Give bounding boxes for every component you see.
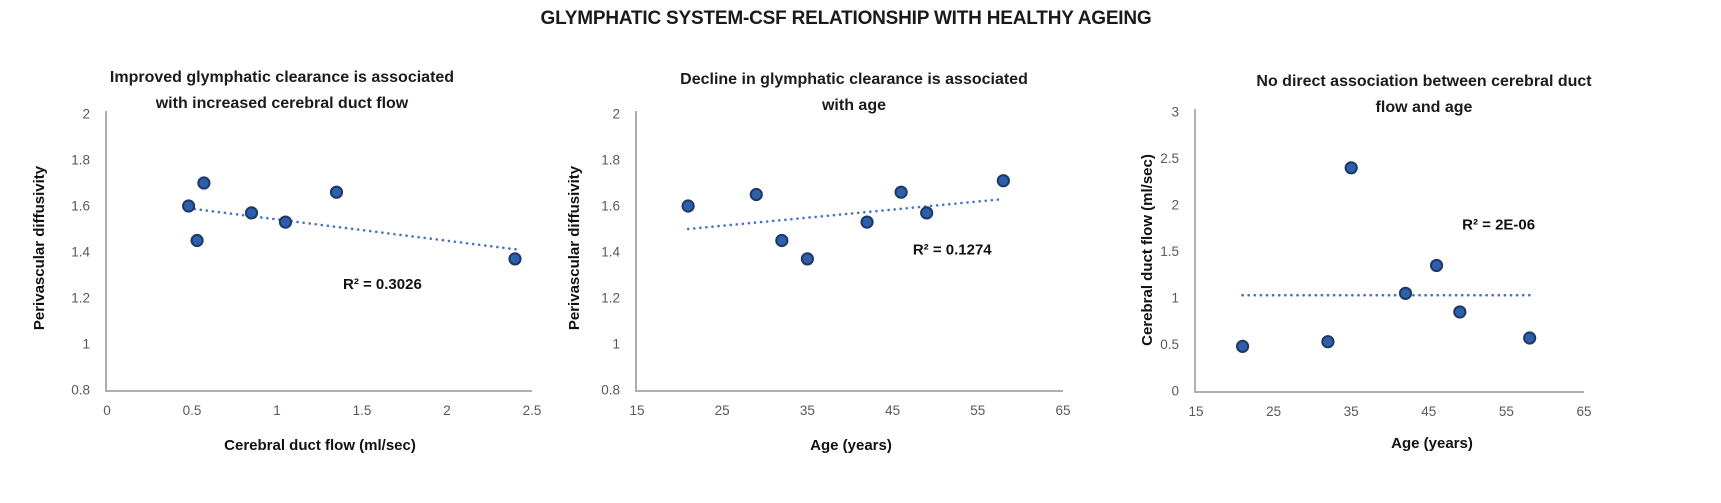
x-tick-label: 55 xyxy=(970,403,985,418)
data-point xyxy=(860,215,874,229)
data-point xyxy=(775,233,789,248)
y-tick-label: 0.5 xyxy=(1160,337,1179,352)
x-tick-label: 65 xyxy=(1055,403,1070,418)
y-tick-label: 1.8 xyxy=(601,153,620,168)
y-tick-label: 1.4 xyxy=(71,245,90,260)
chart-title-line: Decline in glymphatic clearance is assoc… xyxy=(680,71,1028,88)
chart-title-line: flow and age xyxy=(1376,99,1473,116)
y-tick-label: 0.8 xyxy=(71,383,90,398)
y-tick-label: 2 xyxy=(82,107,90,122)
data-point xyxy=(190,233,204,248)
x-tick-label: 1.5 xyxy=(353,403,372,418)
x-tick-label: 45 xyxy=(885,403,900,418)
x-tick-label: 0.5 xyxy=(183,403,202,418)
y-tick-label: 1 xyxy=(1171,291,1179,306)
y-tick-label: 1.2 xyxy=(71,291,90,306)
x-tick-label: 25 xyxy=(715,403,730,418)
x-tick-label: 15 xyxy=(1188,404,1203,419)
data-point xyxy=(278,215,293,229)
chart-title-line: No direct association between cerebral d… xyxy=(1256,73,1592,90)
y-axis-title: Perivascular diffusivity xyxy=(566,165,583,330)
scatter-chart-duct-flow-vs-diffusivity: 0.8 1 1.2 1.4 1.6 1.8 2 0 0.5 1 1.5 2 2.5 R² = 0.3026… xyxy=(31,69,542,454)
data-point xyxy=(1398,286,1413,300)
x-tick-label: 55 xyxy=(1499,404,1514,419)
data-point xyxy=(329,185,344,199)
data-point xyxy=(996,174,1010,188)
trendline xyxy=(686,197,1005,231)
chart-title-line: Improved glymphatic clearance is associa… xyxy=(110,69,454,86)
y-tick-label: 3 xyxy=(1171,105,1179,120)
x-tick-label: 45 xyxy=(1421,404,1436,419)
x-axis-title: Cerebral duct flow (ml/sec) xyxy=(224,437,416,454)
x-tick-label: 35 xyxy=(1344,404,1359,419)
data-point xyxy=(508,252,522,266)
data-point xyxy=(1321,335,1335,349)
data-point xyxy=(800,252,814,266)
data-point xyxy=(1453,305,1467,319)
scatter-chart-age-vs-diffusivity: 0.8 1 1.2 1.4 1.6 1.8 2 15 25 35 45 55 65 R² = 0.1274… xyxy=(566,71,1071,454)
data-point xyxy=(1429,258,1444,273)
y-tick-label: 1.4 xyxy=(601,245,620,260)
x-tick-label: 15 xyxy=(629,403,644,418)
data-point xyxy=(1235,339,1250,353)
y-tick-label: 2 xyxy=(612,107,620,122)
data-point xyxy=(244,206,259,220)
x-tick-label: 2.5 xyxy=(523,403,542,418)
y-tick-label: 1.6 xyxy=(601,199,620,214)
data-point xyxy=(681,199,695,213)
r-squared-annotation: R² = 0.1274 xyxy=(913,242,992,259)
data-point xyxy=(1344,161,1358,175)
y-tick-label: 1 xyxy=(82,337,90,352)
chart-title-line: with age xyxy=(821,97,886,114)
y-tick-label: 2 xyxy=(1171,198,1179,213)
y-axis-title: Perivascular diffusivity xyxy=(31,165,48,330)
y-tick-label: 2.5 xyxy=(1160,151,1179,166)
y-tick-label: 1.2 xyxy=(601,291,620,306)
data-point xyxy=(197,176,211,190)
trendline xyxy=(187,207,520,251)
scatter-chart-age-vs-duct-flow: 0 0.5 1 1.5 2 2.5 3 15 25 35 45 55 65 R² = 2E-06 No di… xyxy=(1139,73,1592,452)
x-tick-label: 1 xyxy=(273,403,281,418)
x-axis-title: Age (years) xyxy=(810,437,892,454)
y-tick-label: 1.5 xyxy=(1160,244,1179,259)
y-tick-label: 0 xyxy=(1171,384,1179,399)
x-tick-label: 2 xyxy=(443,403,451,418)
data-point xyxy=(920,206,934,220)
x-tick-label: 25 xyxy=(1266,404,1281,419)
x-axis-title: Age (years) xyxy=(1391,435,1473,452)
figure-title: GLYMPHATIC SYSTEM-CSF RELATIONSHIP WITH … xyxy=(540,8,1152,29)
x-tick-label: 35 xyxy=(800,403,815,418)
y-tick-label: 1.8 xyxy=(71,153,90,168)
y-tick-label: 1.6 xyxy=(71,199,90,214)
chart-title-line: with increased cerebral duct flow xyxy=(155,95,409,112)
y-tick-label: 1 xyxy=(612,337,620,352)
r-squared-annotation: R² = 2E-06 xyxy=(1462,217,1535,234)
r-squared-annotation: R² = 0.3026 xyxy=(343,276,422,293)
data-point xyxy=(894,185,908,199)
data-point xyxy=(1523,331,1537,345)
y-axis-title: Cerebral duct flow (ml/sec) xyxy=(1139,154,1156,346)
x-tick-label: 65 xyxy=(1576,404,1591,419)
y-tick-label: 0.8 xyxy=(601,383,620,398)
data-point xyxy=(182,199,196,213)
data-point xyxy=(749,187,763,202)
x-tick-label: 0 xyxy=(103,403,111,418)
